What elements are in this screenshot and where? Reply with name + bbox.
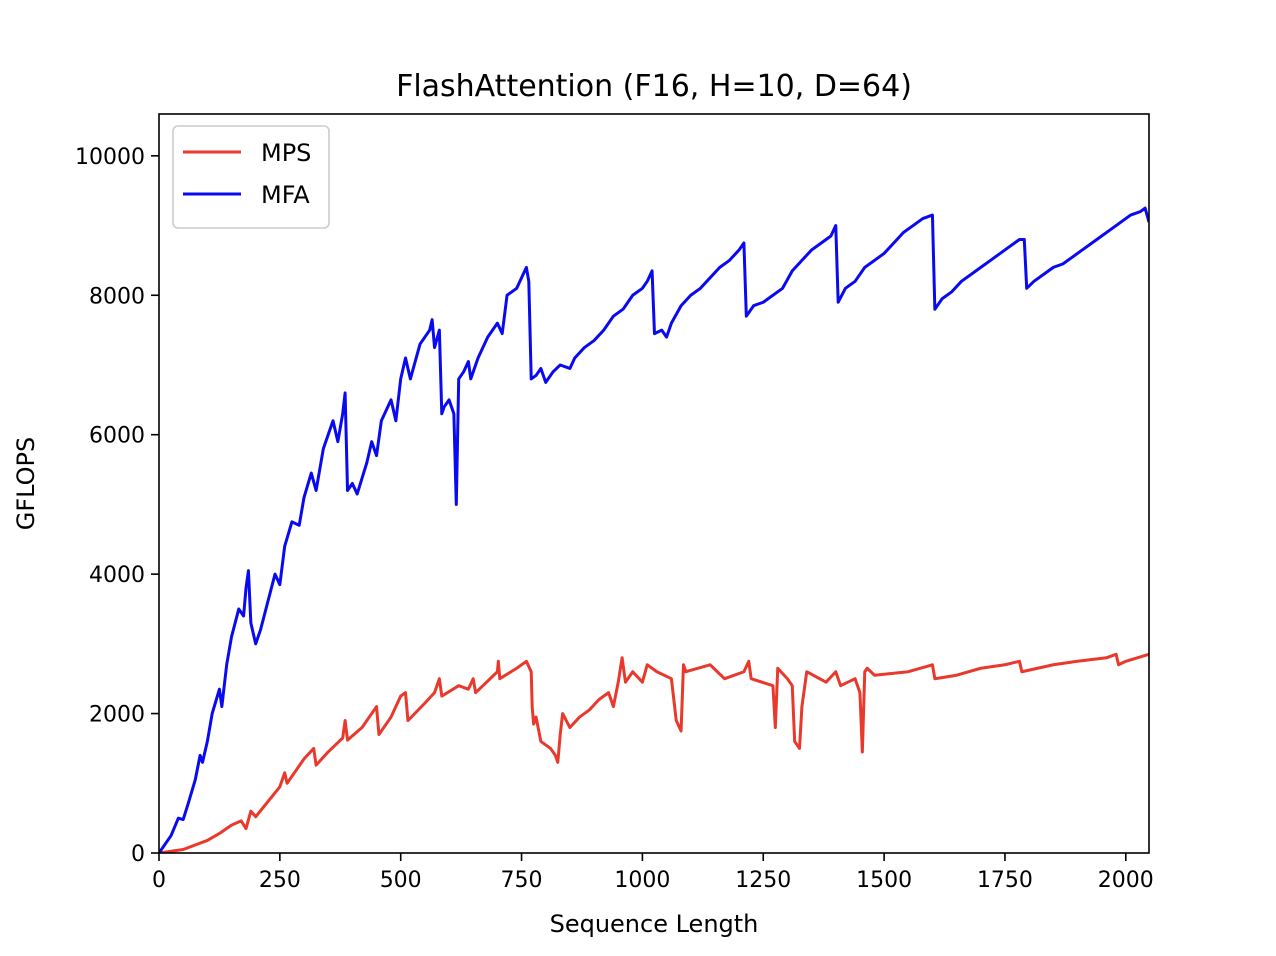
- x-tick-label: 1500: [856, 868, 912, 893]
- series-line-mfa: [159, 206, 1149, 853]
- x-axis-label: Sequence Length: [550, 910, 759, 938]
- plot-frame: [158, 113, 1150, 854]
- y-tick-label: 4000: [89, 563, 145, 588]
- x-tick-label: 250: [259, 868, 301, 893]
- legend: MPS MFA: [172, 125, 330, 229]
- x-tick-label: 500: [380, 868, 422, 893]
- series-line-mps: [159, 652, 1149, 853]
- y-tick-label: 6000: [89, 424, 145, 449]
- legend-label-mps: MPS: [261, 139, 311, 167]
- x-tick-label: 0: [152, 868, 166, 893]
- y-axis-label: GFLOPS: [12, 437, 40, 531]
- y-axis-ticks: 0 2000 4000 6000 8000 10000: [75, 145, 159, 867]
- y-tick-label: 10000: [75, 145, 145, 170]
- x-tick-label: 1000: [614, 868, 670, 893]
- legend-label-mfa: MFA: [261, 181, 310, 209]
- x-tick-label: 750: [501, 868, 543, 893]
- y-tick-label: 8000: [89, 284, 145, 309]
- x-tick-label: 2000: [1098, 868, 1154, 893]
- x-tick-label: 1750: [977, 868, 1033, 893]
- x-axis-ticks: 0 250 500 750 1000 1250 1500 1750 2000: [152, 853, 1154, 893]
- y-tick-label: 0: [131, 842, 145, 867]
- y-tick-label: 2000: [89, 703, 145, 728]
- x-tick-label: 1250: [735, 868, 791, 893]
- series-lines: [159, 206, 1149, 853]
- chart-title: FlashAttention (F16, H=10, D=64): [396, 69, 912, 104]
